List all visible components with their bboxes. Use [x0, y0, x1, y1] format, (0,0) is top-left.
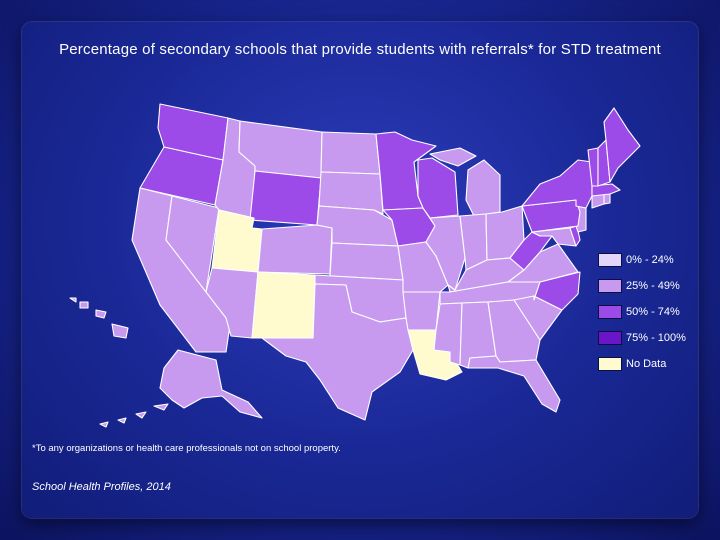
legend-label: 25% - 49%: [626, 280, 680, 292]
footnote: *To any organizations or health care pro…: [32, 443, 341, 454]
state-WI[interactable]: [417, 157, 459, 219]
legend-item: 25% - 49%: [598, 278, 698, 294]
legend-label: 50% - 74%: [626, 306, 680, 318]
state-NM[interactable]: [251, 271, 316, 339]
state-AK[interactable]: [159, 349, 263, 419]
legend-item: 50% - 74%: [598, 304, 698, 320]
state-FL[interactable]: [467, 355, 561, 413]
state-CO[interactable]: [257, 224, 333, 275]
legend-swatch: [598, 279, 622, 293]
state-NY[interactable]: [521, 159, 593, 209]
state-AR[interactable]: [402, 291, 441, 331]
state-ME[interactable]: [603, 107, 641, 183]
legend-label: No Data: [626, 358, 667, 370]
legend-swatch: [598, 253, 622, 267]
state-MI[interactable]: [465, 159, 501, 217]
legend-label: 75% - 100%: [626, 332, 686, 344]
state-MN[interactable]: [375, 131, 437, 211]
legend-swatch: [598, 305, 622, 319]
state-MA[interactable]: [591, 183, 621, 197]
state-MI-upper[interactable]: [429, 147, 477, 167]
legend-label: 0% - 24%: [626, 254, 674, 266]
state-HI[interactable]: [69, 297, 129, 339]
state-AK-aleutians[interactable]: [99, 403, 169, 428]
legend-swatch: [598, 331, 622, 345]
state-KS[interactable]: [329, 242, 404, 281]
legend-item: No Data: [598, 356, 698, 372]
state-RI[interactable]: [603, 193, 611, 205]
state-WY[interactable]: [249, 170, 322, 226]
state-ND[interactable]: [320, 131, 381, 175]
state-TX[interactable]: [261, 283, 414, 421]
legend-swatch: [598, 357, 622, 371]
legend-item: 0% - 24%: [598, 252, 698, 268]
source-citation: School Health Profiles, 2014: [32, 481, 171, 493]
legend-item: 75% - 100%: [598, 330, 698, 346]
map-title: Percentage of secondary schools that pro…: [59, 41, 661, 58]
